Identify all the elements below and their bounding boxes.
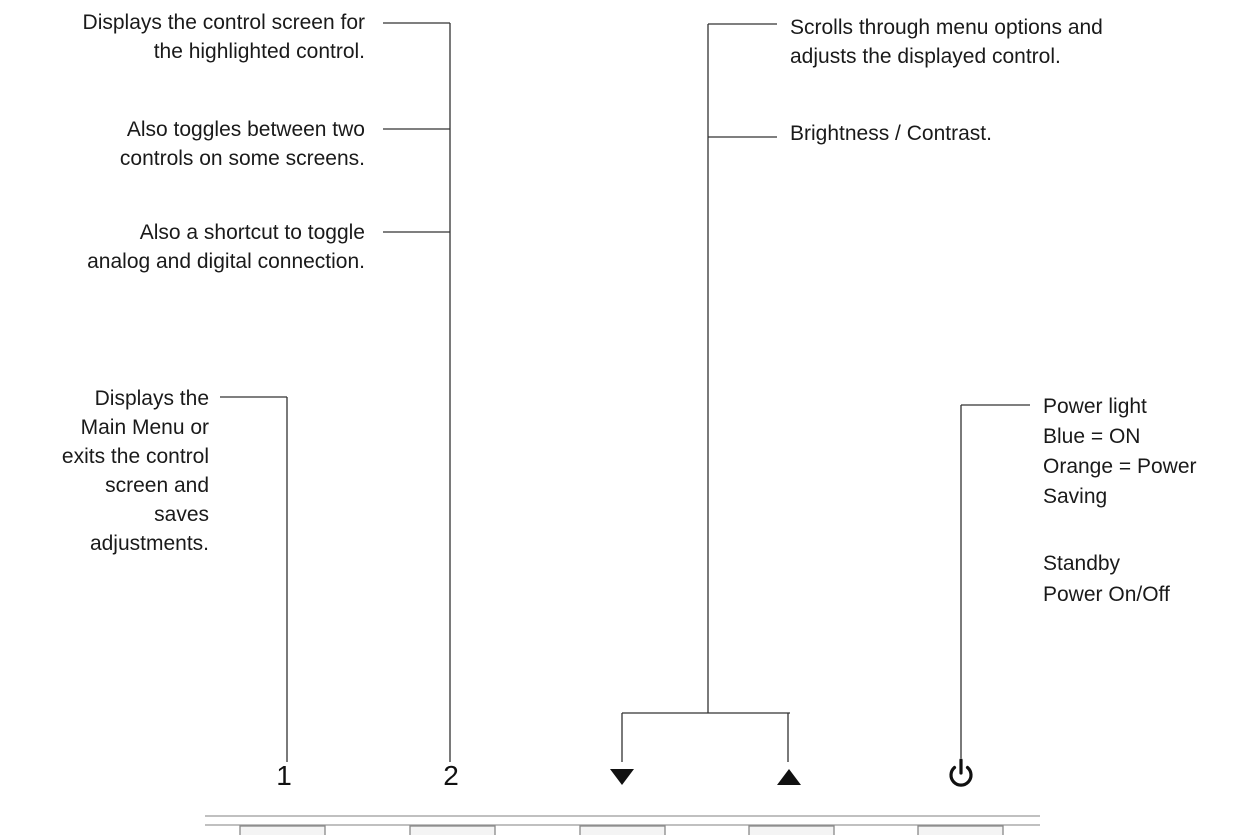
bezel-button-power	[917, 825, 1004, 835]
up-triangle-icon	[777, 769, 801, 785]
callout-text-line: exits the control	[61, 445, 209, 468]
standby-block: Standby Power On/Off	[1043, 548, 1170, 610]
button-2-label: 2	[443, 760, 459, 791]
callout-text-line: adjusts the displayed control.	[790, 45, 1061, 68]
callout-control-screen: Displays the control screen for the high…	[83, 8, 365, 66]
bezel-button-down	[579, 825, 666, 835]
callout-text-line: adjustments.	[89, 532, 209, 555]
callout-text-line: Power light	[1043, 395, 1147, 418]
callout-text-line: Blue = ON	[1043, 425, 1141, 448]
callout-text-line: Standby	[1043, 552, 1121, 575]
callout-text-line: Orange = Power	[1043, 455, 1197, 478]
callout-text-line: Power On/Off	[1043, 583, 1170, 606]
callout-text-line: Displays the control screen for	[82, 11, 365, 34]
callout-text-line: Also a shortcut to toggle	[139, 221, 365, 244]
power-icon	[949, 758, 973, 787]
callout-scrolls: Scrolls through menu options and adjusts…	[790, 13, 1103, 71]
callout-shortcut: Also a shortcut to toggle analog and dig…	[87, 218, 365, 276]
bezel-button-up	[748, 825, 835, 835]
callout-standby: Standby Power On/Off	[1043, 548, 1170, 610]
callout-power-light: Power light Blue = ON Orange = Power Sav…	[1043, 392, 1197, 512]
callout-main-menu: Displays the Main Menu or exits the cont…	[62, 384, 209, 558]
callout-text-line: Brightness / Contrast.	[790, 122, 992, 145]
callout-text-line: Saving	[1043, 485, 1108, 508]
callout-text-line: Also toggles between two	[126, 118, 365, 141]
down-triangle-icon	[610, 769, 634, 785]
callout-toggles: Also toggles between two controls on som…	[120, 115, 365, 173]
callout-text-line: controls on some screens.	[119, 147, 365, 170]
button-1-label: 1	[276, 760, 292, 791]
callout-brightness: Brightness / Contrast.	[790, 119, 992, 148]
callout-text-line: Scrolls through menu options and	[790, 16, 1103, 39]
callout-text-line: Main Menu or	[80, 416, 209, 439]
callout-text-line: screen and	[105, 474, 209, 497]
callout-text-line: saves	[154, 503, 209, 526]
bezel-buttons	[239, 825, 1004, 835]
monitor-bezel	[205, 815, 1040, 826]
callout-text-line: Displays the	[94, 387, 209, 410]
callout-text-line: analog and digital connection.	[87, 250, 365, 273]
bezel-button-1	[239, 825, 326, 835]
power-light-block: Power light Blue = ON Orange = Power Sav…	[1043, 392, 1197, 512]
callout-text-line: the highlighted control.	[153, 40, 365, 63]
bezel-button-2	[409, 825, 496, 835]
